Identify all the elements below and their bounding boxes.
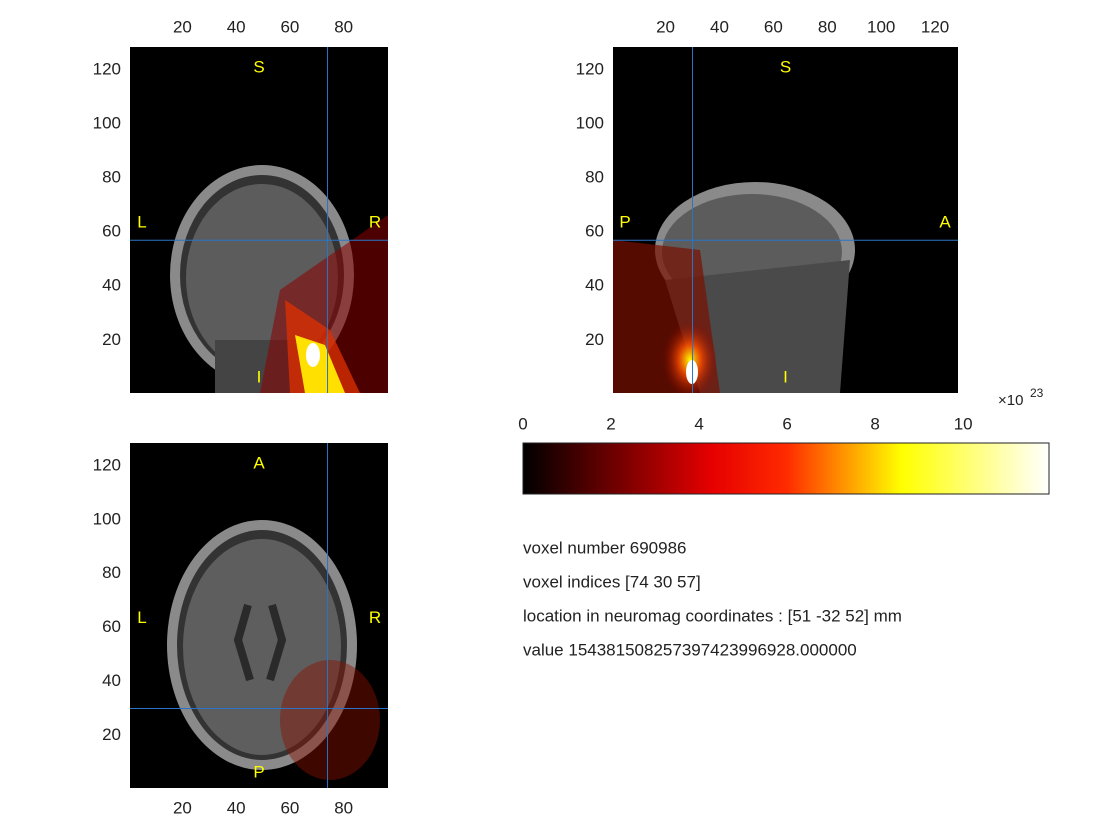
x-tick-label: 60 — [280, 17, 299, 36]
colorbar-tick-label: 0 — [518, 414, 527, 433]
colorbar-tick-label: 8 — [870, 414, 879, 433]
x-tick-label: 60 — [280, 798, 299, 817]
colorbar-tick-label: 2 — [606, 414, 615, 433]
orientation-label: I — [783, 367, 788, 386]
axial-image — [130, 443, 388, 788]
y-tick-label: 120 — [576, 59, 604, 78]
info-line: value 1543815082573974239969​28.000000 — [523, 640, 857, 659]
orientation-label: I — [257, 367, 262, 386]
y-tick-label: 20 — [102, 330, 121, 349]
y-tick-label: 20 — [585, 330, 604, 349]
x-tick-label: 20 — [656, 17, 675, 36]
orientation-label: A — [939, 212, 951, 231]
orientation-label: R — [369, 608, 381, 627]
colorbar-tick-label: 10 — [954, 414, 973, 433]
orientation-label: S — [253, 57, 264, 76]
orientation-label: P — [619, 212, 630, 231]
info-line: voxel indices [74 30 57] — [523, 572, 701, 591]
orientation-label: P — [253, 762, 264, 781]
x-tick-label: 40 — [227, 798, 246, 817]
y-tick-label: 60 — [102, 222, 121, 241]
x-tick-label: 80 — [334, 798, 353, 817]
sagittal-image — [613, 47, 958, 393]
x-tick-label: 60 — [764, 17, 783, 36]
y-tick-label: 60 — [102, 617, 121, 636]
y-tick-label: 40 — [585, 276, 604, 295]
orientation-label: S — [780, 57, 791, 76]
x-tick-label: 80 — [334, 17, 353, 36]
y-tick-label: 60 — [585, 222, 604, 241]
x-tick-label: 100 — [867, 17, 895, 36]
info-line: location in neuromag coordinates : [51 -… — [523, 606, 902, 625]
x-tick-label: 20 — [173, 798, 192, 817]
y-tick-label: 20 — [102, 725, 121, 744]
colorbar-tick-label: 4 — [694, 414, 703, 433]
orientation-label: A — [253, 453, 265, 472]
x-tick-label: 40 — [227, 17, 246, 36]
orientation-label: L — [137, 212, 146, 231]
orientation-label: R — [369, 212, 381, 231]
y-tick-label: 40 — [102, 671, 121, 690]
y-tick-label: 80 — [102, 168, 121, 187]
y-tick-label: 40 — [102, 276, 121, 295]
colorbar-tick-label: 6 — [782, 414, 791, 433]
y-tick-label: 100 — [93, 509, 121, 528]
y-tick-label: 80 — [102, 563, 121, 582]
coronal-image — [130, 47, 388, 393]
colorbar — [522, 442, 1050, 495]
y-tick-label: 100 — [576, 114, 604, 133]
x-tick-label: 120 — [921, 17, 949, 36]
colorbar-multiplier: ×10 — [998, 392, 1023, 409]
orientation-label: L — [137, 608, 146, 627]
y-tick-label: 120 — [93, 455, 121, 474]
colorbar-exponent: 23 — [1030, 386, 1044, 400]
y-tick-label: 80 — [585, 168, 604, 187]
x-tick-label: 80 — [818, 17, 837, 36]
info-line: voxel number 690986 — [523, 538, 687, 557]
x-tick-label: 40 — [710, 17, 729, 36]
y-tick-label: 100 — [93, 114, 121, 133]
y-tick-label: 120 — [93, 59, 121, 78]
x-tick-label: 20 — [173, 17, 192, 36]
